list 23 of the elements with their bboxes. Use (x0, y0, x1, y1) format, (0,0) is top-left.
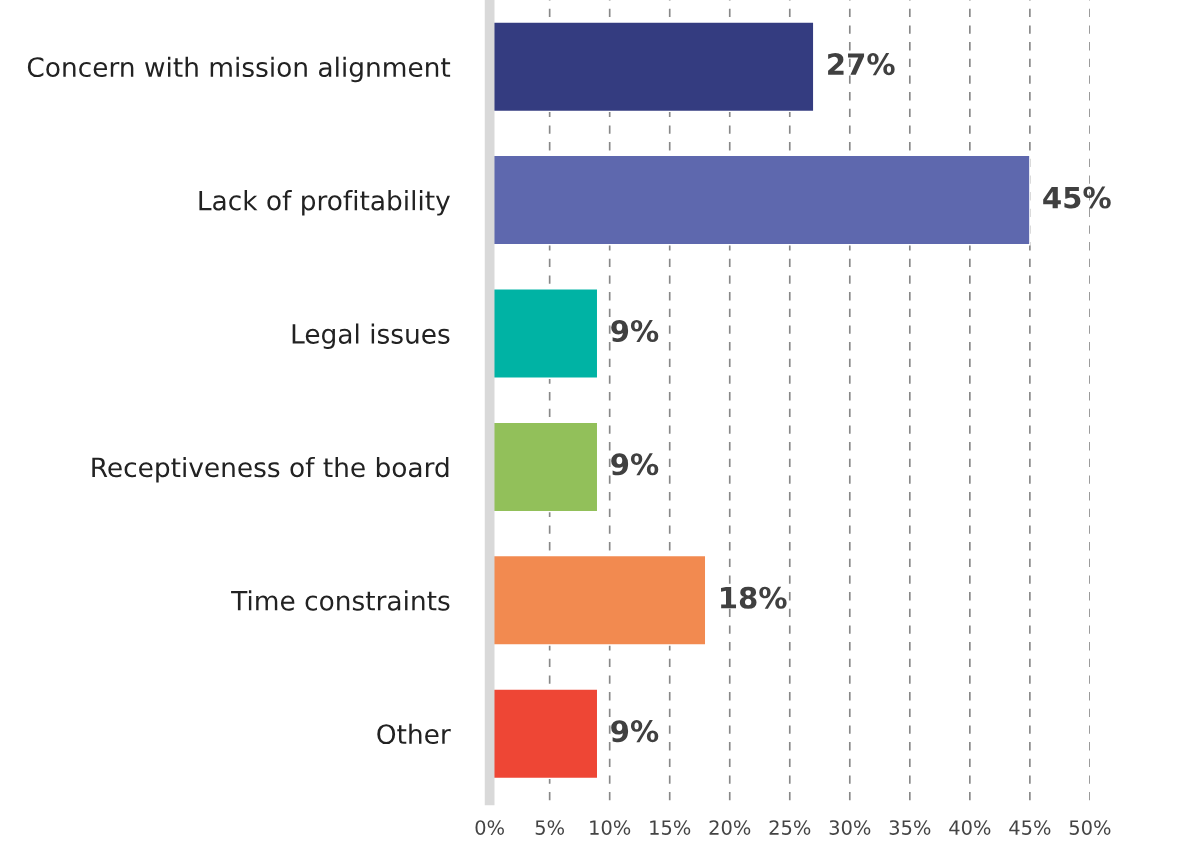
x-tick-label: 30% (829, 820, 871, 835)
y-tick-label: Receptiveness of the board (92, 456, 449, 483)
x-tick-label: 35% (889, 820, 931, 835)
y-tick-label: Time constraints (231, 590, 450, 611)
data-label: 9% (611, 453, 659, 476)
data-label: 45% (1043, 186, 1111, 209)
x-tick-label: 40% (949, 820, 991, 835)
y-tick-label: Other (377, 723, 451, 745)
data-label: 27% (828, 53, 895, 76)
data-label: 9% (611, 319, 659, 342)
x-tick-label: 25% (769, 820, 811, 835)
data-label: 9% (611, 720, 659, 743)
x-tick-label: 5% (535, 820, 565, 835)
x-tick-label: 20% (709, 820, 751, 835)
x-tick-label: 0% (475, 820, 504, 835)
x-tick-label: 10% (590, 820, 631, 835)
y-tick-label: Concern with mission alignment (27, 56, 451, 83)
data-label: 18% (721, 586, 787, 609)
y-tick-label: Lack of profitability (199, 190, 450, 216)
y-tick-label: Legal issues (292, 323, 450, 350)
x-tick-label: 15% (650, 820, 691, 835)
x-tick-label: 45% (1009, 820, 1051, 835)
x-tick-label: 50% (1069, 820, 1111, 835)
